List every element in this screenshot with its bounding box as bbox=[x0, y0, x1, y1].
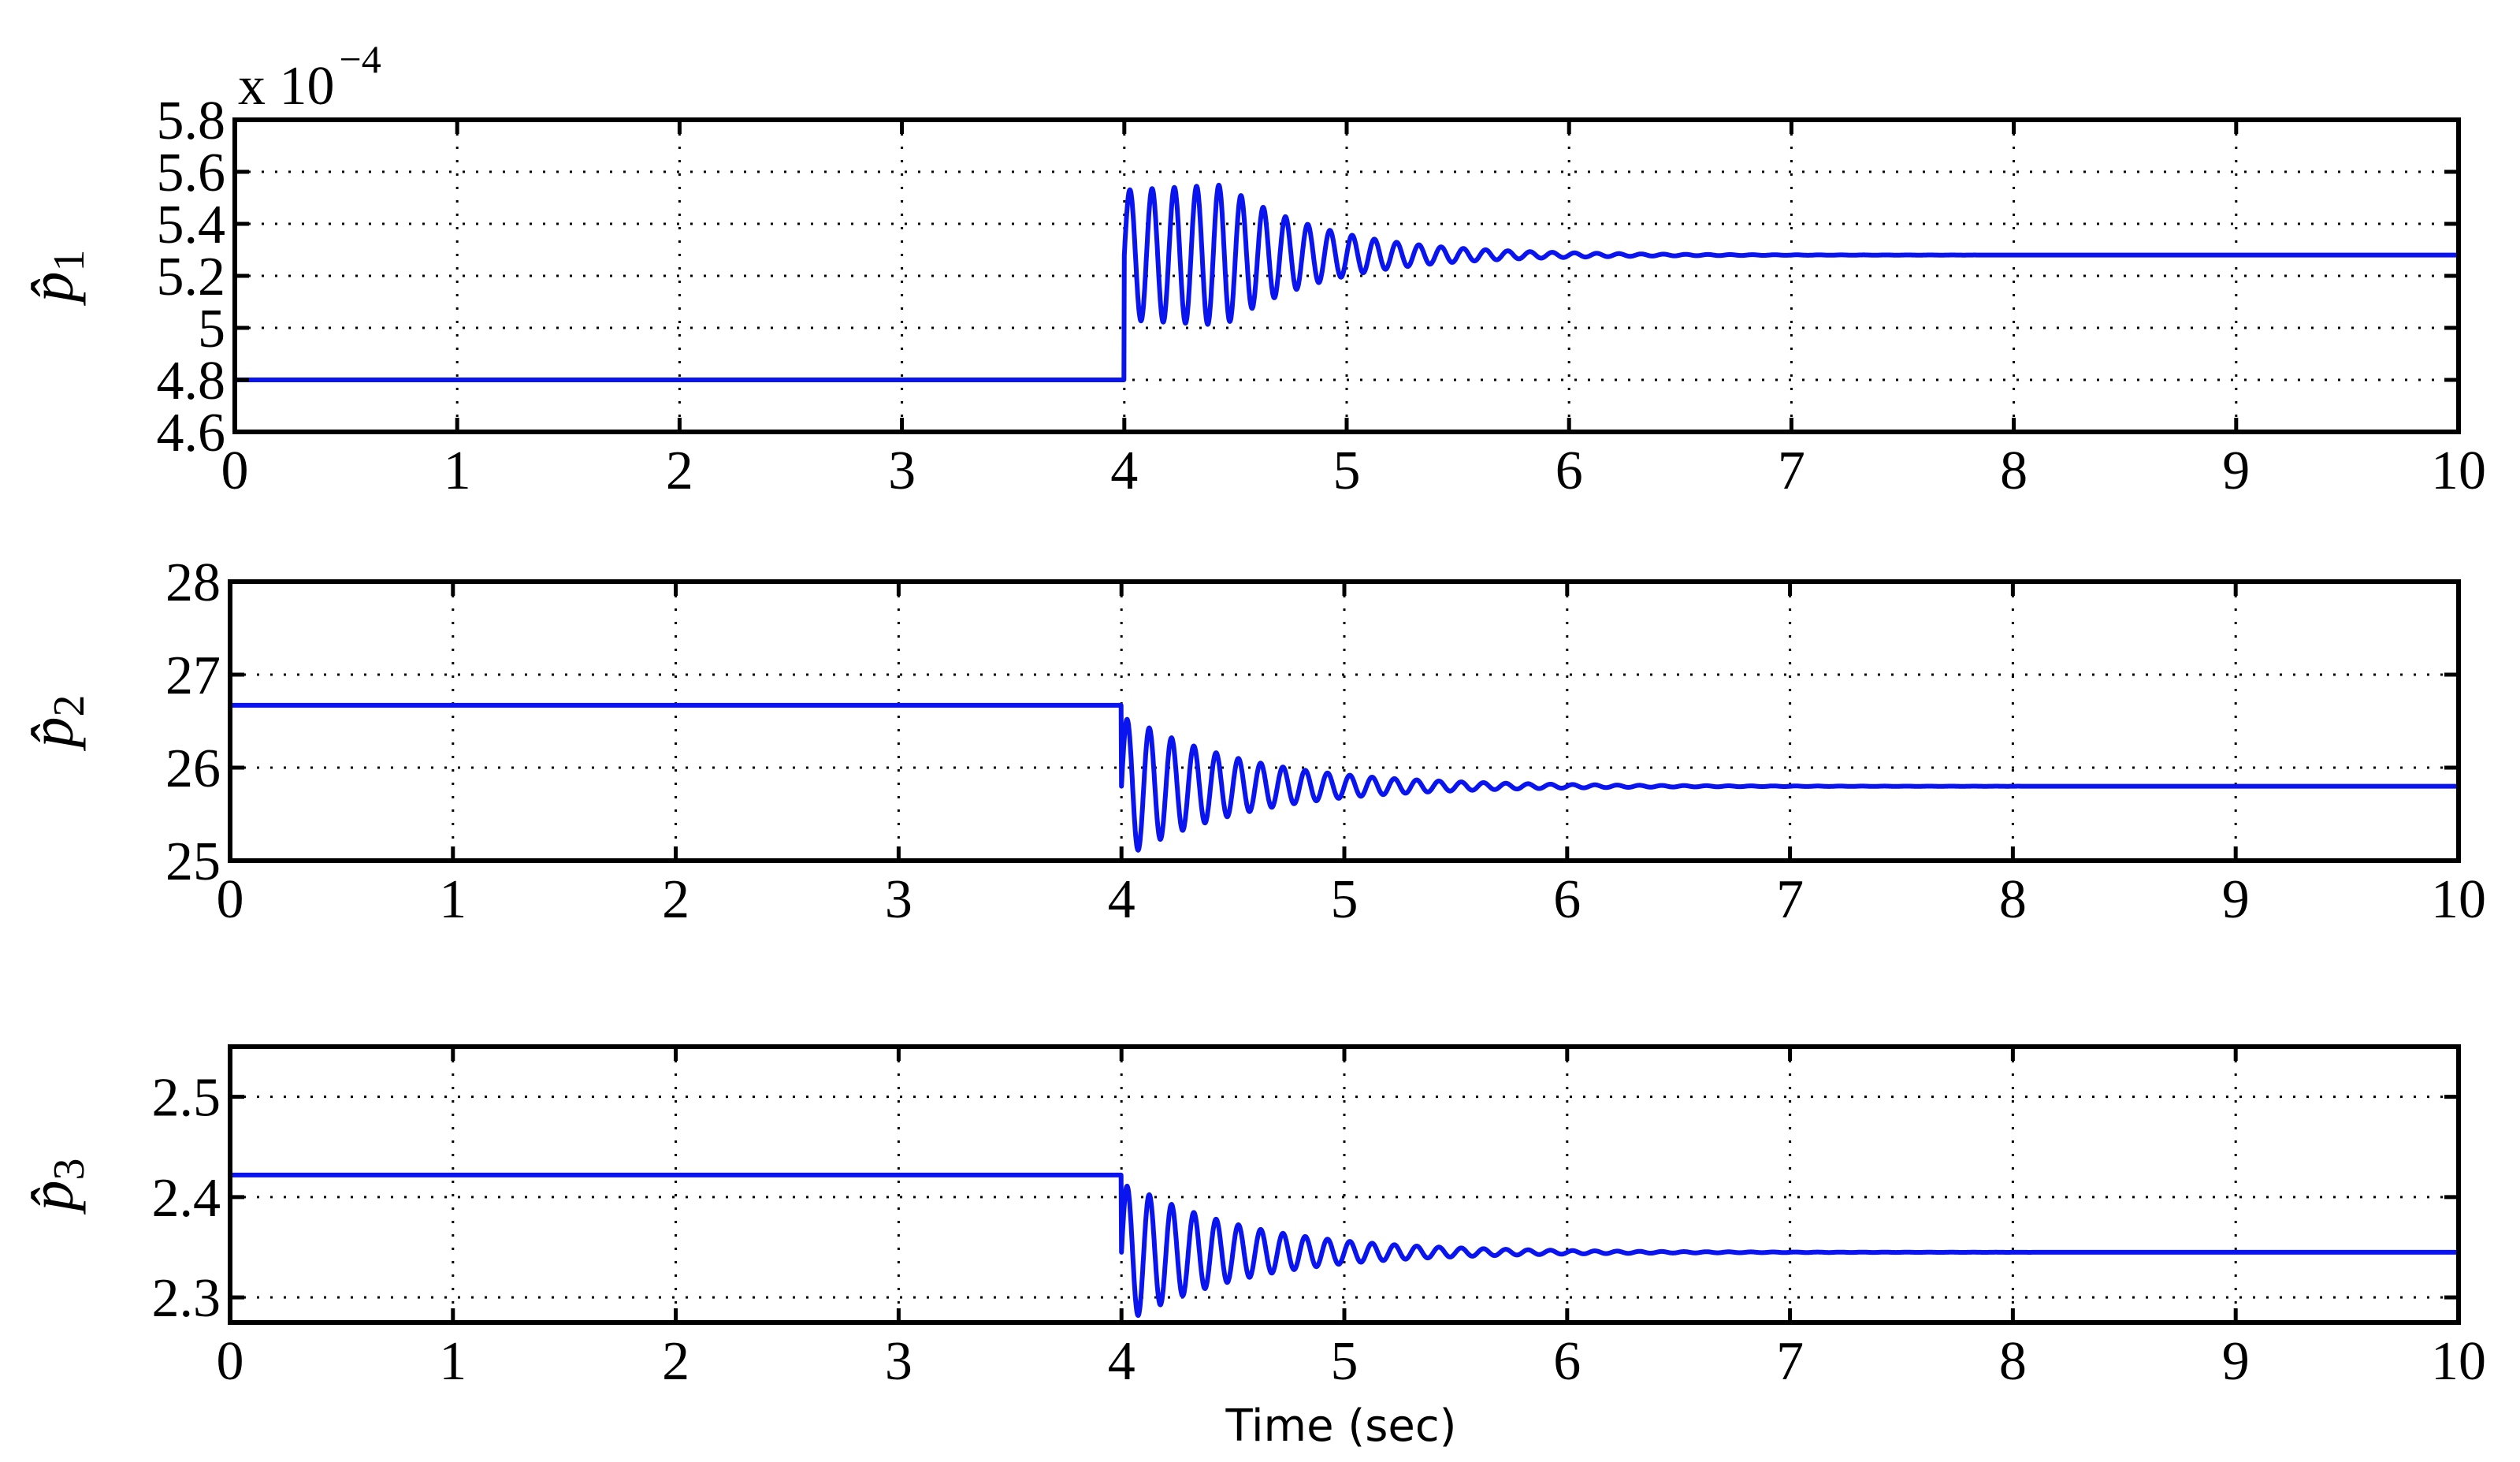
x-tick-label: 4 bbox=[1108, 1331, 1135, 1392]
x-tick-label: 2 bbox=[666, 441, 693, 501]
x-tick-label: 1 bbox=[439, 869, 466, 930]
panel-p1: 0 1 2 3 4 5 6 7 8 9 104.64.855.25.45.65.8p̂1x 10 −4 bbox=[17, 37, 2486, 501]
x-tick-label: 4 bbox=[1108, 869, 1135, 930]
x-tick-label: 3 bbox=[888, 441, 916, 501]
y-tick-label: 28 bbox=[165, 552, 221, 613]
series-line bbox=[228, 1172, 2461, 1319]
y-axis-label-base: p̂ bbox=[17, 1181, 86, 1215]
x-tick-label: 7 bbox=[1778, 441, 1805, 501]
x-tick-label: 10 bbox=[2431, 869, 2486, 930]
y-axis-label-subscript: 2 bbox=[45, 695, 94, 717]
x-tick-label: 8 bbox=[2000, 441, 2028, 501]
x-tick-label: 10 bbox=[2431, 1331, 2486, 1392]
y-axis-label: p̂1 bbox=[17, 250, 94, 307]
x-tick-label: 5 bbox=[1333, 441, 1361, 501]
y-axis-label: p̂2 bbox=[17, 695, 94, 752]
x-tick-label: 1 bbox=[444, 441, 471, 501]
x-tick-label: 9 bbox=[2222, 869, 2250, 930]
y-tick-label: 25 bbox=[165, 831, 221, 892]
y-tick-label: 5.2 bbox=[157, 247, 226, 307]
y-axis-label: p̂3 bbox=[17, 1159, 94, 1215]
x-tick-label: 1 bbox=[439, 1331, 466, 1392]
series-line bbox=[232, 182, 2461, 382]
x-tick-label: 8 bbox=[1999, 869, 2027, 930]
x-tick-label: 7 bbox=[1776, 1331, 1804, 1392]
y-tick-label: 5.6 bbox=[157, 143, 226, 203]
y-tick-label: 2.3 bbox=[152, 1268, 221, 1329]
x-tick-label: 10 bbox=[2431, 441, 2486, 501]
panel-p3: 0 1 2 3 4 5 6 7 8 9 102.32.42.5p̂3 bbox=[17, 1044, 2486, 1392]
x-tick-label: 6 bbox=[1553, 1331, 1581, 1392]
series-line bbox=[228, 702, 2461, 853]
x-tick-label: 0 bbox=[217, 869, 244, 930]
x-tick-label: 5 bbox=[1331, 869, 1358, 930]
y-axis-label-subscript: 1 bbox=[45, 250, 94, 272]
y-tick-label: 4.6 bbox=[157, 403, 226, 463]
x-tick-label: 8 bbox=[1999, 1331, 2027, 1392]
y-tick-label: 2.5 bbox=[152, 1068, 221, 1129]
exponent-power: −4 bbox=[340, 37, 381, 81]
x-tick-label: 9 bbox=[2222, 1331, 2250, 1392]
y-tick-label: 4.8 bbox=[157, 351, 226, 411]
y-tick-label: 5.8 bbox=[157, 91, 226, 151]
y-axis-label-base: p̂ bbox=[17, 717, 86, 752]
x-tick-label: 4 bbox=[1110, 441, 1138, 501]
x-tick-label: 5 bbox=[1331, 1331, 1358, 1392]
x-tick-label: 2 bbox=[662, 869, 689, 930]
x-tick-label: 7 bbox=[1776, 869, 1804, 930]
x-tick-label: 0 bbox=[221, 441, 249, 501]
y-tick-label: 27 bbox=[165, 645, 221, 706]
y-tick-label: 26 bbox=[165, 738, 221, 799]
y-tick-label: 5 bbox=[198, 299, 225, 359]
x-tick-label: 3 bbox=[885, 1331, 912, 1392]
y-axis-label-base: p̂ bbox=[17, 272, 86, 307]
x-tick-label: 0 bbox=[217, 1331, 244, 1392]
x-tick-label: 3 bbox=[885, 869, 912, 930]
x-axis-label: Time (sec) bbox=[1225, 1401, 1457, 1452]
x-tick-label: 2 bbox=[662, 1331, 689, 1392]
x-tick-label: 9 bbox=[2222, 441, 2250, 501]
y-axis-label-subscript: 3 bbox=[45, 1159, 94, 1181]
x-tick-label: 6 bbox=[1553, 869, 1581, 930]
y-tick-label: 5.4 bbox=[157, 195, 226, 255]
exponent-label: x 10 −4 bbox=[238, 37, 381, 117]
x-tick-label: 6 bbox=[1555, 441, 1583, 501]
y-tick-label: 2.4 bbox=[152, 1168, 221, 1229]
exponent-base: x 10 bbox=[238, 56, 335, 117]
